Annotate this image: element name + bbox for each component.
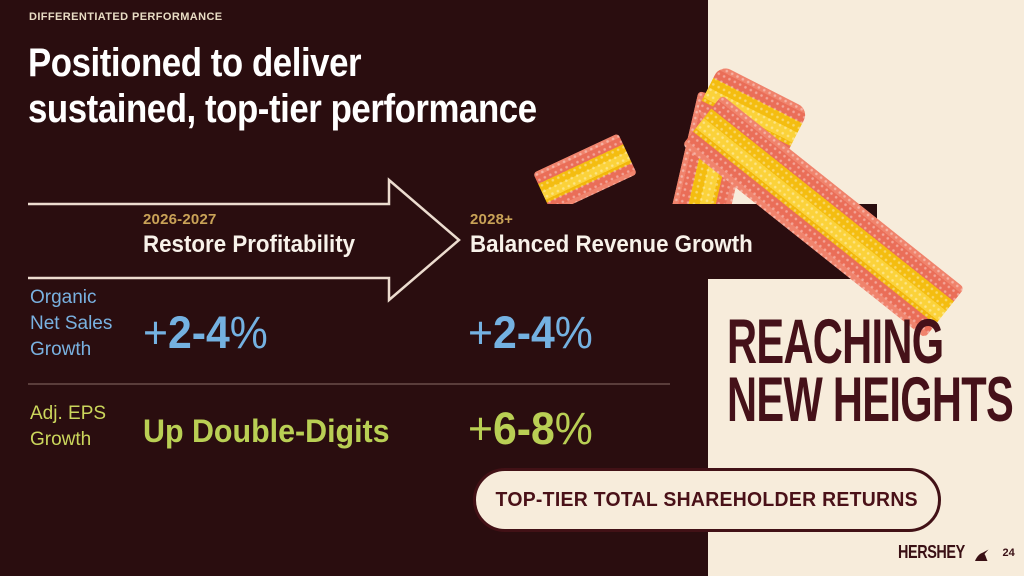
side-banner-line: REACHING (727, 307, 944, 377)
value-number: 6-8 (492, 403, 555, 454)
hershey-kiss-icon (974, 549, 989, 561)
value-number: 2-4 (167, 307, 230, 358)
phase-restore-profitability: 2026-2027 Restore Profitability (143, 211, 371, 259)
metric-label-organic-net-sales-growth: Organic Net Sales Growth (30, 285, 112, 363)
side-banner-reaching-new-heights: REACHING NEW HEIGHTS (727, 307, 1014, 435)
metric-label-line: Growth (30, 339, 92, 360)
metric-label-line: Growth (30, 429, 92, 450)
metric-label-line: Adj. EPS (30, 403, 107, 424)
row-divider (28, 383, 670, 385)
value-number: Up Double-Digits (143, 413, 390, 449)
value-suffix: % (554, 307, 593, 358)
shareholder-returns-pill: TOP-TIER TOTAL SHAREHOLDER RETURNS (473, 468, 941, 532)
page-title-line-2: sustained, top-tier performance (28, 87, 537, 131)
value-prefix: + (468, 307, 493, 358)
page-title: Positioned to deliver sustained, top-tie… (28, 40, 537, 132)
value-prefix: + (468, 403, 493, 454)
eps-growth-phase-2-value: +6-8% (468, 406, 593, 451)
value-suffix: % (554, 403, 593, 454)
value-number: 2-4 (492, 307, 555, 358)
metric-label-line: Net Sales (30, 313, 113, 334)
hershey-logo-text: HERSHEY (898, 542, 965, 562)
phase-1-name: Restore Profitability (143, 231, 356, 258)
organic-growth-phase-1-value: +2-4% (143, 310, 268, 355)
eyebrow-label: DIFFERENTIATED PERFORMANCE (29, 11, 223, 23)
value-prefix: + (143, 307, 168, 358)
footer: HERSHEY 24 (898, 542, 1015, 563)
eps-growth-phase-1-value: Up Double-Digits (143, 411, 390, 451)
side-banner-line: NEW HEIGHTS (727, 365, 1014, 435)
hershey-logo: HERSHEY (898, 542, 989, 563)
metric-label-adj-eps-growth: Adj. EPS Growth (30, 401, 106, 453)
page-title-line-1: Positioned to deliver (28, 41, 362, 85)
phase-1-period: 2026-2027 (143, 211, 217, 228)
page-number: 24 (1002, 546, 1015, 559)
value-suffix: % (229, 307, 268, 358)
phase-balanced-revenue-growth: 2028+ Balanced Revenue Growth (470, 211, 774, 259)
phase-2-name: Balanced Revenue Growth (470, 231, 753, 258)
phase-2-period: 2028+ (470, 211, 514, 228)
metric-label-line: Organic (30, 287, 97, 308)
shareholder-returns-pill-text: TOP-TIER TOTAL SHAREHOLDER RETURNS (495, 488, 919, 511)
organic-growth-phase-2-value: +2-4% (468, 310, 593, 355)
